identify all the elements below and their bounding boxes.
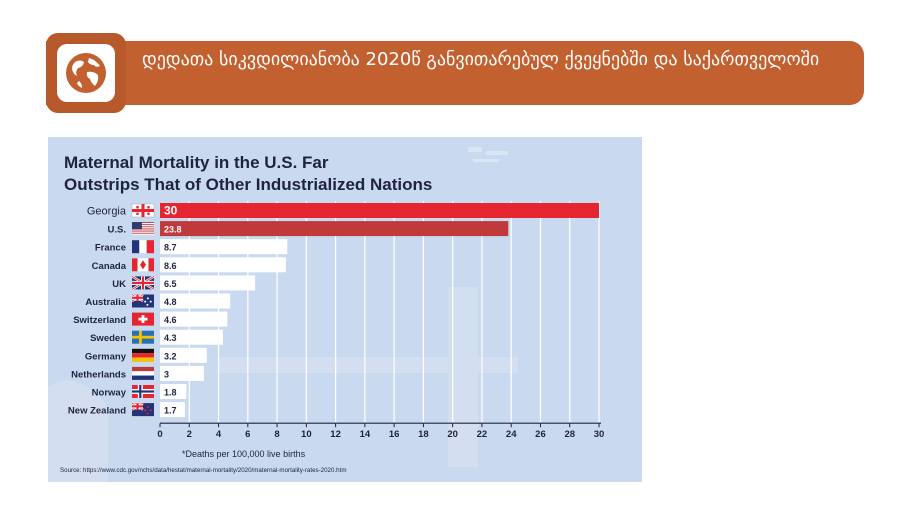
star	[149, 409, 152, 412]
category-label: UK	[112, 279, 126, 290]
flag-germany-icon	[132, 348, 154, 362]
x-tick-label: 10	[301, 429, 312, 440]
bar-value-label: 3	[164, 369, 169, 379]
chart-panel: Maternal Mortality in the U.S. Far Outst…	[48, 137, 642, 482]
flag-switzerland-icon	[132, 312, 154, 326]
maple-leaf	[140, 260, 146, 270]
x-tick-label: 26	[535, 429, 546, 440]
grid	[188, 201, 600, 424]
flag-australia-icon	[131, 293, 154, 308]
bar-value-label: 1.7	[164, 406, 177, 416]
category-label: France	[95, 243, 126, 254]
x-axis-label: *Deaths per 100,000 live births	[182, 449, 306, 459]
flag-norway-icon	[132, 385, 154, 398]
star	[146, 303, 149, 306]
x-tick-label: 14	[360, 429, 371, 440]
flag-georgia-icon	[131, 203, 155, 218]
bar	[160, 293, 231, 309]
x-tick-label: 28	[564, 429, 575, 440]
bar	[160, 384, 187, 399]
category-label: Germany	[85, 351, 127, 362]
bar-value-label: 23.8	[164, 225, 182, 235]
source-note: Source: https://www.cdc.gov/nchs/data/he…	[60, 467, 346, 474]
category-label: Norway	[92, 388, 127, 399]
star	[144, 300, 147, 303]
x-tick-label: 18	[418, 429, 429, 440]
bar	[160, 365, 204, 381]
chart-title-line-2: Outstrips That of Other Industrialized N…	[64, 175, 432, 194]
star	[146, 412, 149, 415]
star	[146, 406, 149, 408]
bar	[160, 257, 286, 273]
bar	[160, 329, 223, 345]
x-tick-label: 16	[389, 429, 400, 440]
bar-value-label: 6.5	[164, 279, 177, 289]
bar	[160, 402, 185, 418]
x-tick-label: 8	[274, 429, 279, 440]
x-tick-label: 4	[216, 429, 222, 440]
bar	[160, 275, 256, 291]
bar	[160, 311, 228, 327]
bar-value-label: 4.3	[164, 333, 177, 343]
x-tick-label: 6	[245, 429, 250, 440]
bar-value-label: 4.6	[164, 315, 177, 325]
x-tick-label: 0	[157, 429, 162, 440]
bar	[160, 203, 599, 218]
category-label: Netherlands	[71, 369, 126, 380]
bar-value-label: 8.6	[164, 261, 177, 271]
star	[149, 300, 152, 303]
page-title: დედათა სიკვდილიანობა 2020წ განვითარებულ …	[142, 49, 820, 70]
flag-canada-icon	[132, 258, 154, 272]
x-tick-label: 24	[506, 429, 517, 440]
bar	[160, 221, 509, 237]
star	[144, 409, 147, 412]
flag-new-zealand-icon	[131, 402, 154, 417]
bar	[160, 347, 207, 363]
bar	[160, 239, 288, 255]
bar-value-label: 1.8	[164, 388, 177, 398]
category-label: Australia	[85, 297, 126, 308]
x-tick-label: 30	[594, 429, 605, 440]
flag-us-icon	[132, 222, 154, 236]
category-label: Canada	[92, 261, 127, 272]
x-tick-label: 22	[477, 429, 488, 440]
flag-sweden-icon	[132, 330, 154, 344]
flag-uk-icon	[131, 275, 155, 291]
globe-icon-frame	[57, 44, 115, 102]
bar-value-label: 3.2	[164, 351, 177, 361]
category-label: Sweden	[90, 333, 126, 344]
globe-icon-box	[46, 33, 126, 113]
category-label: U.S.	[108, 225, 126, 236]
star	[146, 297, 149, 300]
flag-netherlands-icon	[132, 366, 154, 380]
maternal-mortality-chart: Maternal Mortality in the U.S. Far Outst…	[48, 147, 605, 482]
bar-value-label: 30	[164, 204, 178, 218]
x-tick-label: 12	[330, 429, 341, 440]
category-label: Georgia	[87, 206, 127, 218]
chart-title-line-1: Maternal Mortality in the U.S. Far	[64, 153, 329, 172]
x-tick-label: 20	[447, 429, 458, 440]
bar-value-label: 4.8	[164, 297, 177, 307]
category-label: Switzerland	[73, 315, 126, 326]
title-banner	[46, 41, 864, 105]
bar-value-label: 8.7	[164, 243, 177, 253]
globe-icon	[66, 53, 106, 93]
x-axis: 0 2 4 6 8 10 12 14 16 18 20 22 24 26 28 30	[157, 422, 605, 440]
x-tick-label: 2	[187, 429, 192, 440]
flag-france-icon	[132, 240, 154, 254]
category-label: New Zealand	[68, 406, 126, 417]
bars: Georgia 30 U.S. 23.8 France 8.7 Canada 8.6 UK 6.5…	[68, 203, 599, 418]
